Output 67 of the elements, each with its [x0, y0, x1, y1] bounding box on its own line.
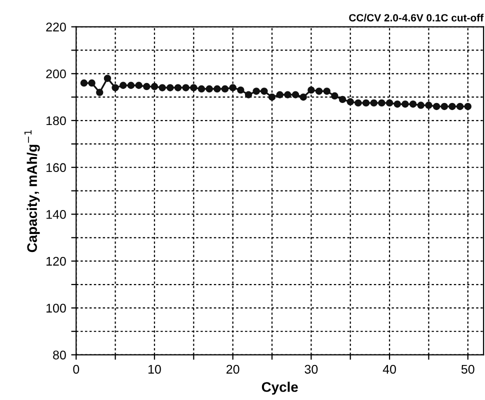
- point: [323, 88, 330, 95]
- point: [394, 100, 401, 108]
- point: [362, 99, 370, 107]
- point: [409, 100, 417, 108]
- point: [127, 82, 135, 89]
- point: [96, 88, 104, 96]
- point: [221, 85, 229, 92]
- x-tick-label: 40: [382, 364, 396, 374]
- point: [370, 99, 378, 107]
- point: [158, 84, 166, 92]
- text: CC/CV 2.0-4.6V 0.1C cut-off: [349, 14, 484, 22]
- point: [331, 92, 338, 100]
- x-tick-label: 0: [73, 364, 80, 374]
- point: [260, 88, 268, 95]
- y-tick-label: 80: [53, 350, 66, 360]
- y-tick-label: 180: [46, 116, 66, 126]
- point: [354, 99, 362, 107]
- point: [456, 102, 464, 110]
- point: [174, 84, 182, 92]
- point: [244, 91, 252, 98]
- point: [315, 88, 323, 95]
- point: [300, 93, 307, 101]
- point: [425, 102, 432, 109]
- point: [214, 85, 221, 92]
- x-axis-title: Cycle: [262, 382, 298, 395]
- point: [448, 102, 456, 110]
- point: [378, 99, 386, 107]
- point: [276, 91, 284, 98]
- x-tick-label: 20: [226, 364, 240, 374]
- point: [198, 85, 206, 92]
- point: [112, 84, 119, 92]
- point: [190, 84, 198, 92]
- point: [440, 102, 448, 110]
- point: [308, 86, 315, 94]
- point: [417, 102, 424, 109]
- point: [338, 96, 346, 104]
- point: [464, 102, 472, 110]
- point: [268, 93, 276, 101]
- point: [229, 84, 236, 92]
- point: [284, 91, 292, 98]
- y-tick-label: 200: [46, 69, 66, 78]
- y-tick-label: 140: [46, 210, 66, 219]
- point: [237, 86, 244, 94]
- point: [292, 91, 300, 98]
- point: [386, 99, 394, 107]
- point: [252, 88, 260, 95]
- y-tick-label: 220: [46, 22, 66, 32]
- y-tick-label: 160: [46, 163, 66, 172]
- y-tick-label: 100: [46, 304, 66, 313]
- x-tick-label: 10: [148, 364, 161, 374]
- x-tick-label: 30: [304, 364, 318, 374]
- point: [402, 100, 409, 108]
- point: [166, 84, 174, 92]
- x-tick-label: 50: [461, 364, 474, 374]
- point: [182, 84, 190, 92]
- point: [135, 82, 142, 89]
- y-tick-label: 120: [46, 256, 66, 266]
- point: [346, 98, 354, 106]
- point: [432, 102, 440, 110]
- point: [104, 74, 112, 82]
- y-axis-title: Capacity, mAh/g$^{−1}$: [24, 130, 40, 252]
- point: [143, 82, 150, 90]
- point: [120, 82, 127, 89]
- point: [150, 82, 158, 90]
- point: [80, 79, 88, 87]
- point: [206, 85, 213, 92]
- point: [88, 79, 96, 87]
